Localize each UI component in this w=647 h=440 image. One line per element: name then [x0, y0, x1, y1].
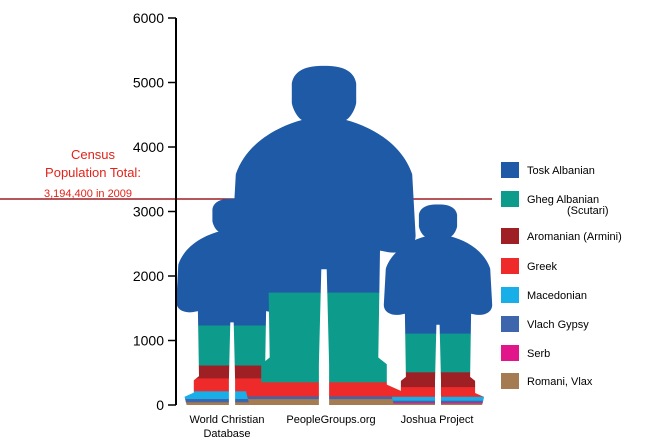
legend-label: Vlach Gypsy	[527, 319, 589, 331]
legend-swatch	[501, 191, 519, 207]
legend: Tosk Albanian Gheg Albanian(Scutari) Aroma…	[501, 162, 622, 389]
legend-label: Gheg Albanian	[527, 194, 599, 206]
category-label: PeopleGroups.org	[286, 414, 375, 426]
bar-segment	[383, 333, 493, 373]
legend-label: Tosk Albanian	[527, 165, 595, 177]
census-label-line2: Population Total:	[45, 165, 141, 180]
y-tick-label: 3000	[133, 204, 164, 220]
bar-segment	[383, 396, 493, 401]
legend-swatch	[501, 373, 519, 389]
y-tick-label: 4000	[133, 139, 164, 155]
category-labels: World Christian Database PeopleGroups.org J…	[190, 414, 474, 440]
legend-swatch	[501, 258, 519, 274]
bar-segment	[383, 371, 493, 388]
legend-label: Aromanian (Armini)	[527, 231, 622, 243]
y-tick-label: 6000	[133, 10, 164, 26]
silhouette-bars	[176, 65, 493, 405]
y-axis: 0 1000 2000 3000 4000 5000 6000	[133, 10, 177, 413]
legend-swatch	[501, 162, 519, 178]
y-tick-label: 5000	[133, 75, 164, 91]
legend-label: Serb	[527, 348, 550, 360]
y-tick-label: 0	[156, 397, 164, 413]
category-label: Joshua Project	[401, 414, 474, 426]
legend-swatch	[501, 228, 519, 244]
legend-label: Romani, Vlax	[527, 376, 593, 388]
legend-label: Macedonian	[527, 290, 587, 302]
category-label: World Christian	[190, 414, 265, 426]
legend-swatch	[501, 316, 519, 332]
legend-swatch	[501, 345, 519, 361]
legend-label: Greek	[527, 261, 557, 273]
census-label-line1: Census	[71, 147, 116, 162]
y-tick-label: 1000	[133, 333, 164, 349]
census-label-line3: 3,194,400 in 2009	[44, 188, 132, 200]
category-label: Database	[203, 428, 250, 440]
y-tick-label: 2000	[133, 268, 164, 284]
bar-segment	[232, 398, 416, 405]
legend-sublabel: (Scutari)	[567, 205, 609, 217]
legend-swatch	[501, 287, 519, 303]
